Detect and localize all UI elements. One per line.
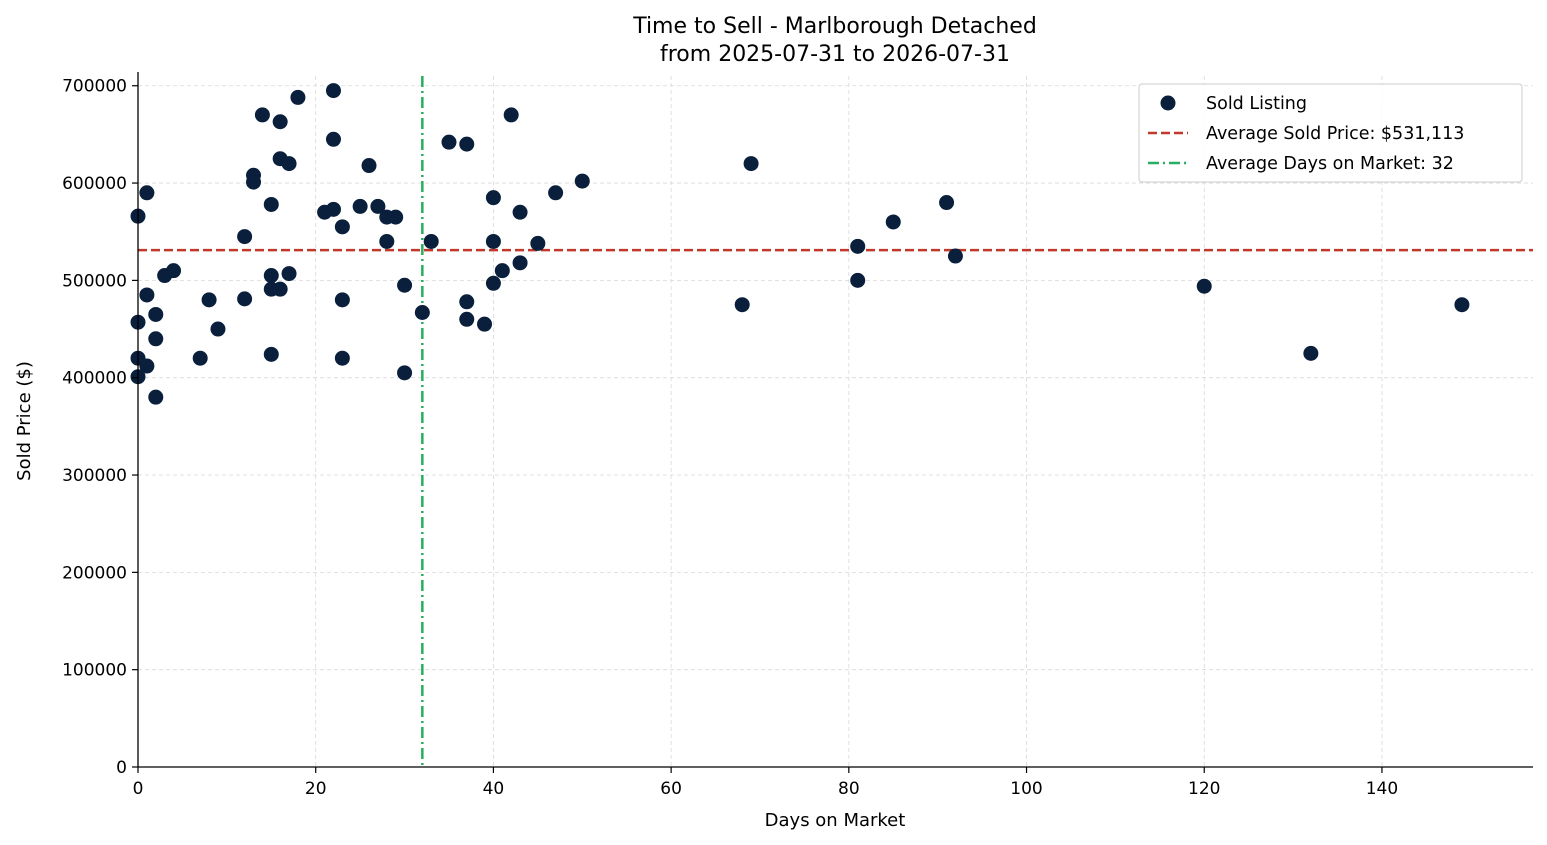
data-point <box>246 174 262 190</box>
data-point <box>947 248 963 264</box>
chart-subtitle: from 2025-07-31 to 2026-07-31 <box>660 42 1010 67</box>
data-point <box>325 131 341 147</box>
data-point <box>272 114 288 130</box>
data-point <box>201 292 217 308</box>
legend-label-sold-listing: Sold Listing <box>1206 94 1307 114</box>
data-point <box>281 266 297 282</box>
legend-box <box>1138 83 1523 183</box>
data-point <box>459 311 475 327</box>
axes: 0 20 40 60 80 100 120 140 0 100000 200000 300000 400… <box>62 72 1533 799</box>
data-point <box>397 365 413 381</box>
data-point <box>148 306 164 322</box>
data-point <box>388 209 404 225</box>
y-tick-label: 300000 <box>62 466 127 486</box>
y-tick-label: 500000 <box>62 271 127 291</box>
data-point <box>459 294 475 310</box>
data-point <box>939 195 955 211</box>
data-point <box>485 275 501 291</box>
data-point <box>414 304 430 320</box>
data-point <box>237 291 253 307</box>
x-tick-label: 120 <box>1188 779 1220 799</box>
chart-title: Time to Sell - Marlborough Detached <box>632 14 1037 39</box>
data-point <box>477 316 493 332</box>
data-point <box>548 185 564 201</box>
y-tick-label: 700000 <box>62 77 127 97</box>
y-tick-label: 400000 <box>62 369 127 389</box>
data-point <box>370 198 386 214</box>
x-axis-label: Days on Market <box>765 810 906 831</box>
data-point <box>237 229 253 245</box>
y-tick-label: 600000 <box>62 174 127 194</box>
data-point <box>263 196 279 212</box>
data-point <box>281 156 297 172</box>
data-point <box>1196 278 1212 294</box>
legend: Sold Listing Average Sold Price: $531,11… <box>1138 83 1523 183</box>
data-point <box>139 287 155 303</box>
data-point <box>734 297 750 313</box>
data-point <box>485 190 501 206</box>
data-point <box>743 156 759 172</box>
data-point <box>459 136 475 152</box>
data-point <box>485 233 501 249</box>
x-tick-label: 140 <box>1366 779 1398 799</box>
y-tick-label: 100000 <box>62 661 127 681</box>
y-axis-label: Sold Price ($) <box>14 361 35 481</box>
data-point <box>352 198 368 214</box>
data-points <box>130 83 1470 405</box>
data-point <box>512 204 528 220</box>
x-tick-label: 80 <box>838 779 860 799</box>
data-point <box>397 277 413 293</box>
data-point <box>139 358 155 374</box>
x-tick-label: 20 <box>305 779 327 799</box>
data-point <box>850 272 866 288</box>
legend-label-average-price: Average Sold Price: $531,113 <box>1206 124 1464 144</box>
legend-marker-sold-listing <box>1160 95 1176 111</box>
data-point <box>334 292 350 308</box>
data-point <box>210 321 226 337</box>
data-point <box>139 185 155 201</box>
data-point <box>1454 297 1470 313</box>
data-point <box>148 331 164 347</box>
data-point <box>530 235 546 251</box>
x-tick-label: 100 <box>1010 779 1042 799</box>
data-point <box>334 350 350 366</box>
data-point <box>512 255 528 271</box>
reference-lines <box>138 76 1533 767</box>
data-point <box>325 201 341 217</box>
data-point <box>272 281 288 297</box>
data-point <box>166 263 182 279</box>
data-point <box>325 83 341 99</box>
data-point <box>192 350 208 366</box>
data-point <box>361 158 377 174</box>
data-point <box>885 214 901 230</box>
data-point <box>441 134 457 150</box>
y-tick-label: 0 <box>116 758 127 778</box>
data-point <box>263 268 279 284</box>
data-point <box>494 263 510 279</box>
data-point <box>263 346 279 362</box>
data-point <box>574 173 590 189</box>
data-point <box>254 107 270 123</box>
legend-label-average-days: Average Days on Market: 32 <box>1206 154 1454 174</box>
y-tick-label: 200000 <box>62 563 127 583</box>
x-tick-label: 60 <box>660 779 682 799</box>
data-point <box>334 219 350 235</box>
data-point <box>850 238 866 254</box>
data-point <box>148 389 164 405</box>
x-tick-label: 0 <box>133 779 144 799</box>
data-point <box>1303 345 1319 361</box>
data-point <box>423 233 439 249</box>
x-tick-label: 40 <box>483 779 505 799</box>
data-point <box>379 233 395 249</box>
data-point <box>503 107 519 123</box>
data-point <box>290 89 306 105</box>
